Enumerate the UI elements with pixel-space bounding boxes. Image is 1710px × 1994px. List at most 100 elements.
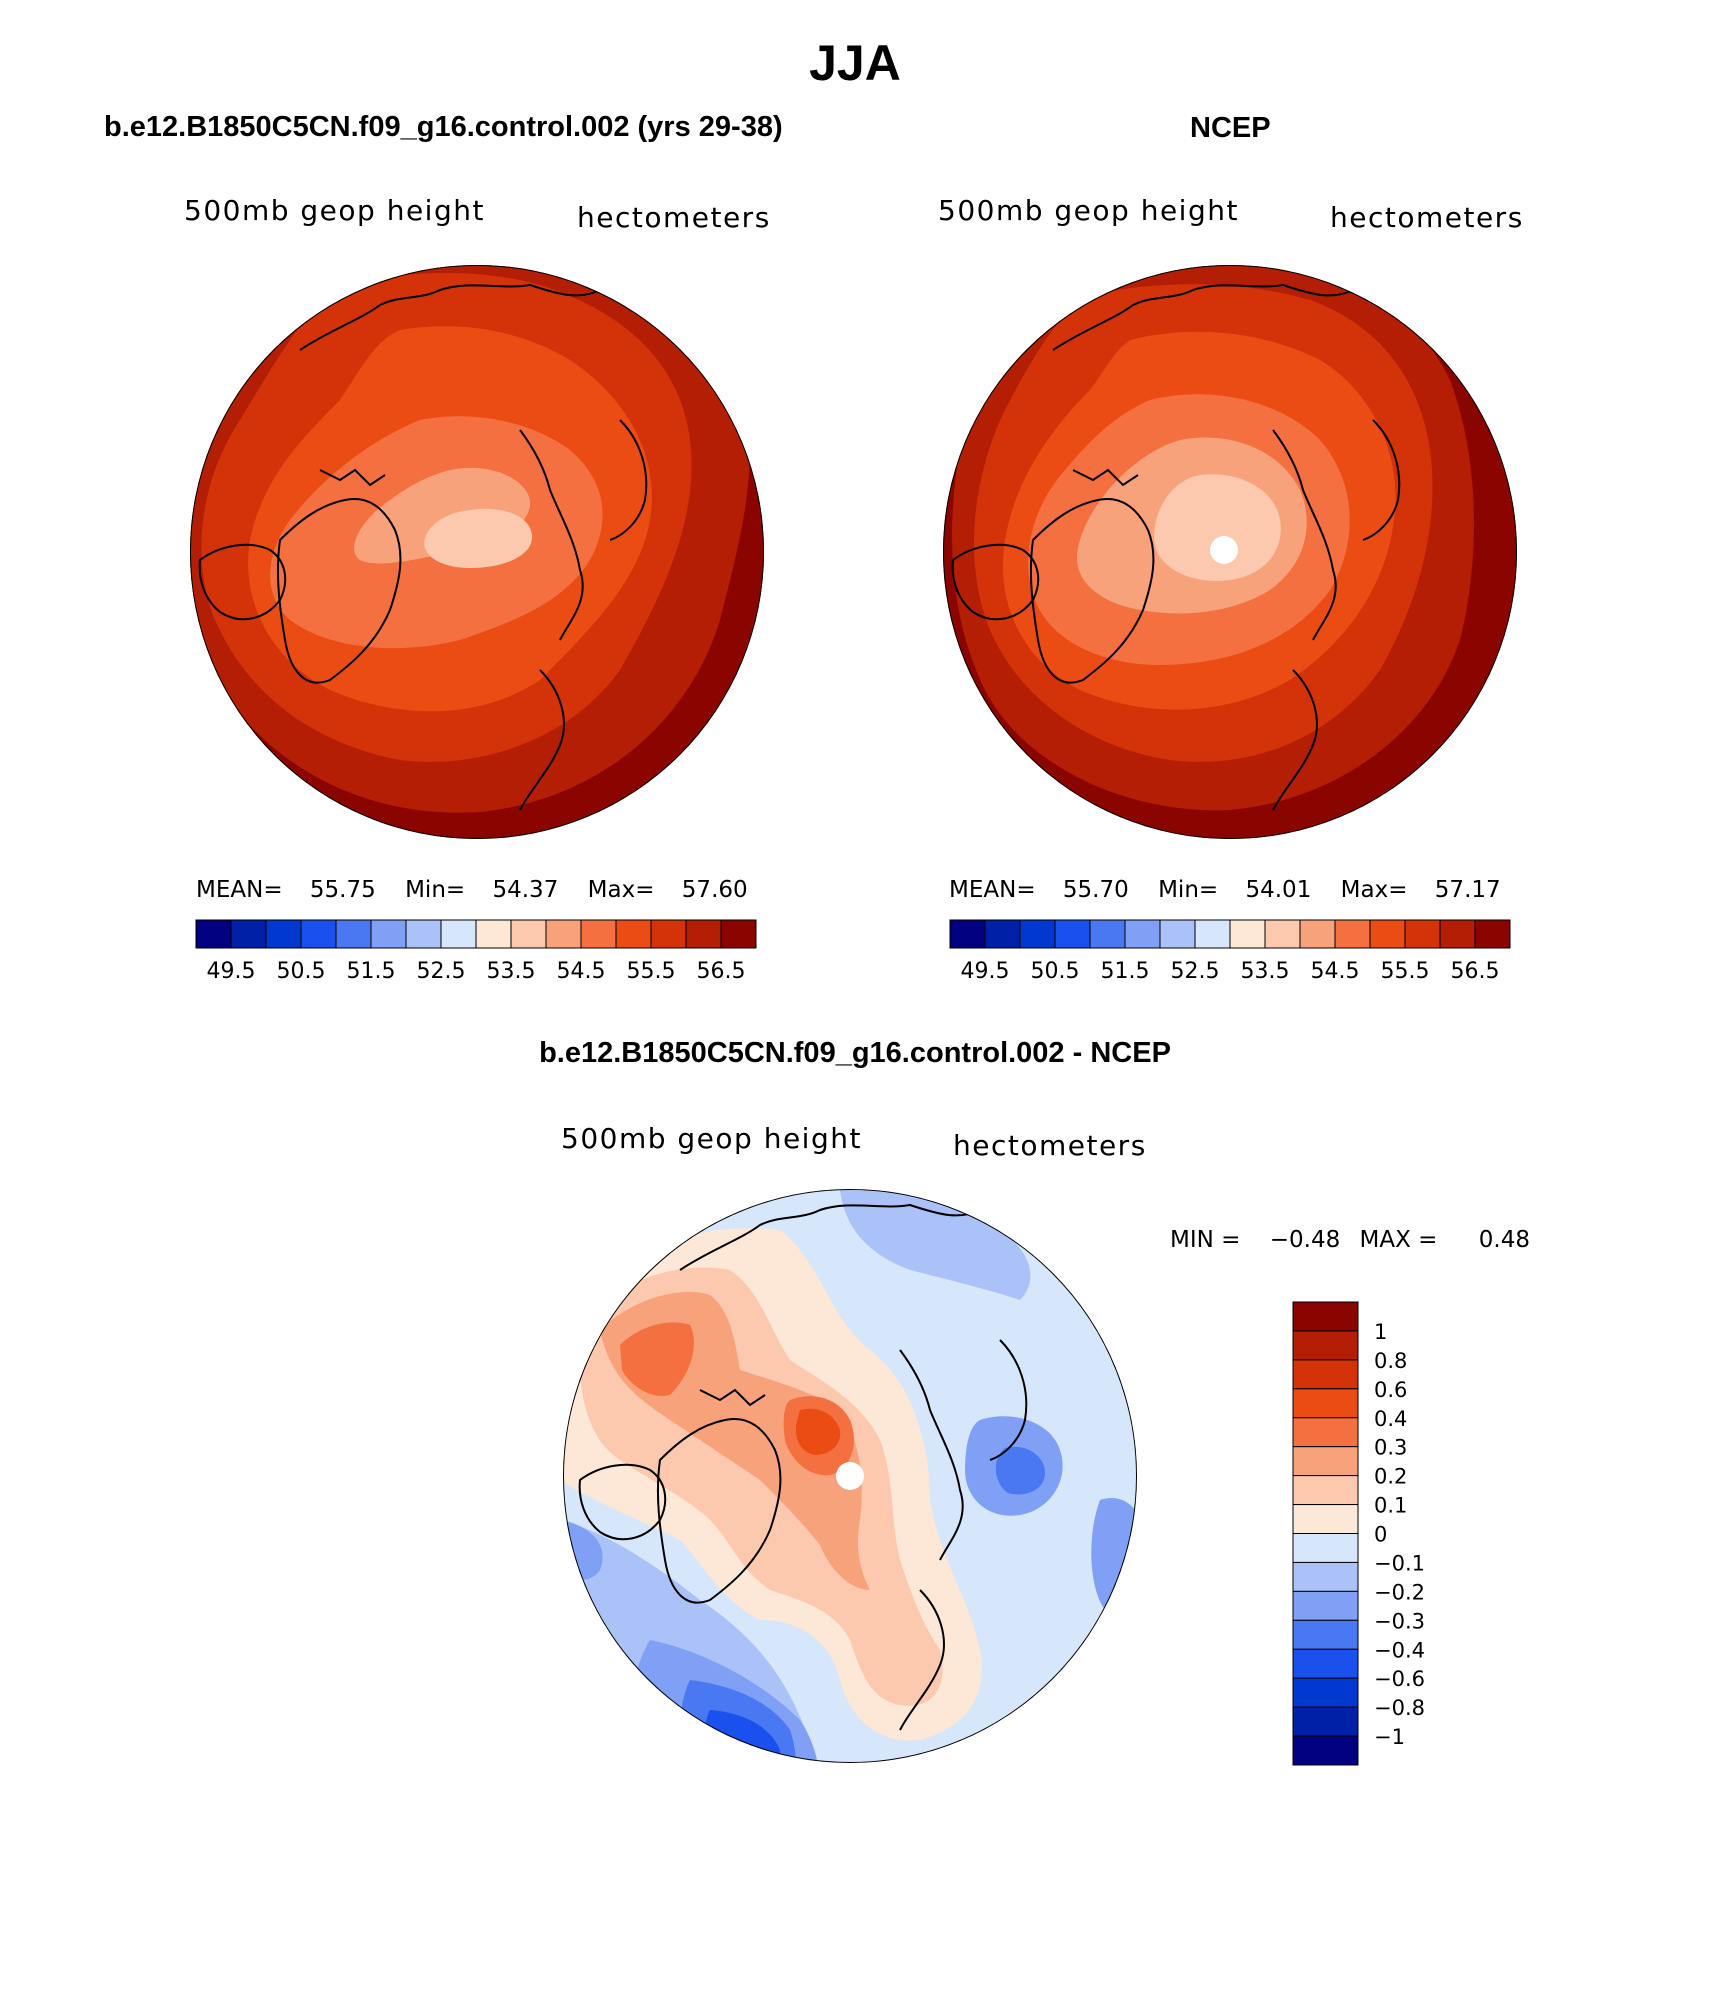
coastline <box>198 283 648 811</box>
colorbar-label: 51.5 <box>347 959 396 984</box>
colorbar-swatch <box>1292 1590 1359 1621</box>
colorbar-swatch <box>1474 919 1511 949</box>
contour-band <box>424 508 533 568</box>
contour-band <box>840 1190 1031 1300</box>
panel3-units-label: hectometers <box>953 1129 1147 1162</box>
panel3-min-value: −0.48 <box>1269 1227 1341 1253</box>
panel2-mean-label: MEAN= <box>949 877 1036 903</box>
colorbar-swatch <box>545 919 582 949</box>
colorbar-label: 1 <box>1374 1320 1387 1344</box>
panel3-colorbar: 1 0.8 0.6 0.4 0.3 0.2 0.1 0 −0.1 −0.2 −0.3 −0.4 −0.6… <box>1292 1301 1425 1766</box>
colorbar-swatch <box>1292 1533 1359 1563</box>
colorbar-swatch <box>195 919 232 949</box>
panel2-units-label: hectometers <box>1330 201 1524 234</box>
colorbar-label: 0.8 <box>1374 1349 1407 1373</box>
colorbar-swatch <box>580 919 617 949</box>
colorbar-swatch <box>1229 919 1266 949</box>
panel1-mean-value: 55.75 <box>309 877 376 903</box>
colorbar-swatch <box>1194 919 1231 949</box>
colorbar-swatch <box>1292 1475 1359 1506</box>
panel2-colorbar: 49.5 50.5 51.5 52.5 53.5 54.5 55.5 56.5 <box>949 919 1511 984</box>
colorbar-label: −0.8 <box>1374 1696 1425 1720</box>
colorbar-swatch <box>1054 919 1091 949</box>
colorbar-swatch <box>1292 1706 1359 1737</box>
pole-marker <box>836 1462 864 1490</box>
panel-title-model: b.e12.B1850C5CN.f09_g16.control.002 (yrs… <box>104 111 783 143</box>
colorbar-label: 54.5 <box>557 959 606 984</box>
coastline <box>951 283 1401 811</box>
panel1-field-label: 500mb geop height <box>184 194 485 227</box>
colorbar-swatch <box>685 919 722 949</box>
colorbar-swatch <box>1089 919 1126 949</box>
colorbar-swatch <box>265 919 302 949</box>
panel3-stats: MIN = −0.48 MAX = 0.48 <box>1170 1227 1530 1253</box>
panel2-max-value: 57.17 <box>1434 877 1501 903</box>
colorbar-swatch <box>405 919 442 949</box>
panel1-mean-label: MEAN= <box>196 877 283 903</box>
colorbar-label: 56.5 <box>697 959 746 984</box>
colorbar-label: 54.5 <box>1311 959 1360 984</box>
colorbar-label: 51.5 <box>1101 959 1150 984</box>
colorbar-swatch <box>510 919 547 949</box>
colorbar-label: 55.5 <box>1381 959 1430 984</box>
colorbar-label: −0.3 <box>1374 1609 1425 1633</box>
colorbar-swatch <box>300 919 337 949</box>
contour-band <box>620 1322 694 1396</box>
colorbar-swatch <box>230 919 267 949</box>
colorbar-swatch <box>335 919 372 949</box>
colorbar-swatch <box>1264 919 1301 949</box>
panel2-min-label: Min= <box>1158 877 1219 903</box>
panel3-max-value: 0.48 <box>1478 1227 1530 1253</box>
colorbar-swatch <box>1292 1561 1359 1592</box>
panel2-field-label: 500mb geop height <box>938 194 1239 227</box>
colorbar-label: −0.6 <box>1374 1667 1425 1691</box>
panel-title-difference: b.e12.B1850C5CN.f09_g16.control.002 - NC… <box>539 1037 1171 1069</box>
colorbar-swatch <box>1334 919 1371 949</box>
panel1-max-value: 57.60 <box>681 877 748 903</box>
panel1-colorbar: 49.5 50.5 51.5 52.5 53.5 54.5 55.5 56.5 <box>195 919 757 984</box>
panel3-min-label: MIN = <box>1170 1227 1241 1253</box>
colorbar-label: 55.5 <box>627 959 676 984</box>
colorbar-label: −0.4 <box>1374 1638 1425 1662</box>
colorbar-swatch <box>1292 1677 1359 1708</box>
colorbar-label: 52.5 <box>1171 959 1220 984</box>
contour-band <box>995 1446 1045 1495</box>
colorbar-swatch <box>1439 919 1476 949</box>
colorbar-swatch <box>1292 1504 1359 1534</box>
colorbar-swatch <box>1292 1619 1359 1650</box>
panel2-map <box>943 265 1517 839</box>
colorbar-swatch <box>1299 919 1336 949</box>
colorbar-swatch <box>1019 919 1056 949</box>
colorbar-swatch <box>650 919 687 949</box>
colorbar-label: 0.6 <box>1374 1378 1407 1402</box>
colorbar-label: 50.5 <box>1031 959 1080 984</box>
colorbar-swatch <box>1292 1301 1359 1332</box>
panel3-map <box>563 1189 1137 1763</box>
colorbar-swatch <box>1292 1417 1359 1448</box>
colorbar-label: 0 <box>1374 1523 1387 1547</box>
panel2-min-value: 54.01 <box>1245 877 1312 903</box>
colorbar-label: 56.5 <box>1451 959 1500 984</box>
figure-title: JJA <box>809 35 901 91</box>
contour-band <box>1091 1498 1137 1616</box>
panel2-max-label: Max= <box>1340 877 1408 903</box>
panel1-stats: MEAN= 55.75 Min= 54.37 Max= 57.60 <box>196 877 748 903</box>
colorbar-swatch <box>1292 1330 1359 1361</box>
colorbar-swatch <box>984 919 1021 949</box>
colorbar-swatch <box>1292 1388 1359 1419</box>
colorbar-swatch <box>370 919 407 949</box>
panel1-min-label: Min= <box>405 877 466 903</box>
colorbar-label: 0.2 <box>1374 1465 1407 1489</box>
contour-band <box>795 1408 841 1455</box>
contour-band <box>1154 474 1281 581</box>
panel1-map <box>190 265 764 839</box>
colorbar-swatch <box>1369 919 1406 949</box>
panel2-stats: MEAN= 55.70 Min= 54.01 Max= 57.17 <box>949 877 1501 903</box>
coastline <box>578 1203 1028 1731</box>
colorbar-label: 49.5 <box>207 959 256 984</box>
colorbar-swatch <box>475 919 512 949</box>
colorbar-swatch <box>440 919 477 949</box>
colorbar-label: 53.5 <box>1241 959 1290 984</box>
colorbar-label: 0.1 <box>1374 1494 1407 1518</box>
